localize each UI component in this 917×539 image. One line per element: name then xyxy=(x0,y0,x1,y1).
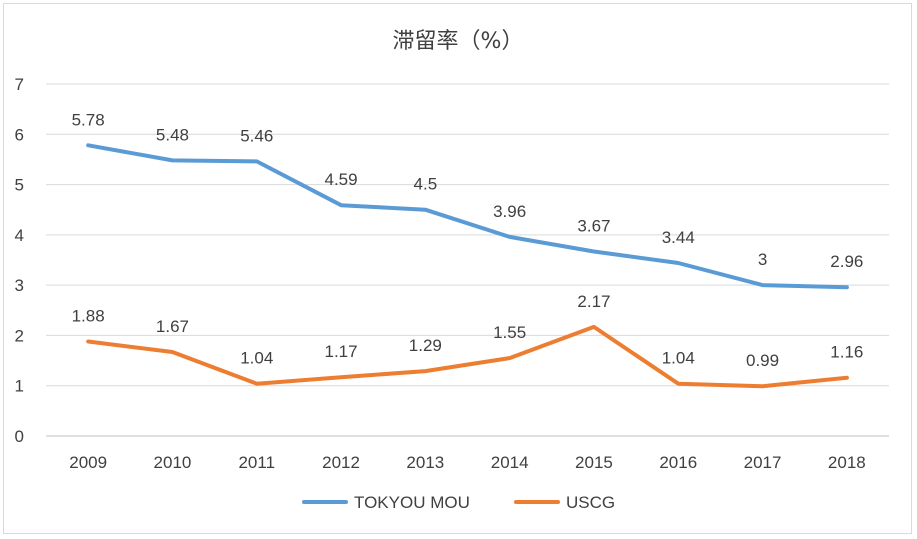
x-tick-label: 2014 xyxy=(491,453,529,472)
y-tick-label: 5 xyxy=(15,176,24,195)
data-label: 2.17 xyxy=(577,292,610,311)
data-label: 1.55 xyxy=(493,323,526,342)
line-chart: 滞留率（%） 0 1 2 3 4 5 6 7 2009 2010 2011 2012 2013 2014… xyxy=(15,29,889,512)
data-label: 4.59 xyxy=(325,170,358,189)
data-label: 3.44 xyxy=(662,228,695,247)
data-labels: 5.78 5.48 5.46 4.59 4.5 3.96 3.67 3.44 3 2.96 1.88… xyxy=(72,110,864,370)
x-tick-label: 2009 xyxy=(69,453,107,472)
x-tick-label: 2015 xyxy=(575,453,613,472)
legend-entry: TOKYOU MOU xyxy=(354,493,470,512)
data-label: 1.88 xyxy=(72,306,105,325)
series-line-tokyou-mou xyxy=(86,143,849,290)
y-tick-label: 0 xyxy=(15,427,24,446)
legend: TOKYOU MOU USCG xyxy=(302,493,615,512)
data-label: 1.67 xyxy=(156,317,189,336)
series-line-uscg xyxy=(86,324,849,389)
x-tick-label: 2013 xyxy=(406,453,444,472)
x-tick-label: 2018 xyxy=(828,453,866,472)
data-label: 3 xyxy=(758,250,767,269)
data-label: 0.99 xyxy=(746,351,779,370)
y-tick-label: 7 xyxy=(15,75,24,94)
x-axis-ticks: 2009 2010 2011 2012 2013 2014 2015 2016 2017 2018 xyxy=(69,453,866,472)
data-label: 1.29 xyxy=(409,336,442,355)
x-tick-label: 2016 xyxy=(659,453,697,472)
x-tick-label: 2017 xyxy=(744,453,782,472)
data-label: 1.16 xyxy=(830,343,863,362)
y-tick-label: 6 xyxy=(15,125,24,144)
x-tick-label: 2011 xyxy=(238,453,275,472)
y-tick-label: 1 xyxy=(15,377,24,396)
chart-frame: 滞留率（%） 0 1 2 3 4 5 6 7 2009 2010 2011 2012 2013 2014… xyxy=(3,3,912,534)
data-label: 4.5 xyxy=(414,175,438,194)
data-label: 5.46 xyxy=(240,126,273,145)
x-tick-label: 2010 xyxy=(154,453,192,472)
data-label: 3.67 xyxy=(577,216,610,235)
gridlines xyxy=(46,83,889,437)
data-label: 2.96 xyxy=(830,252,863,271)
y-tick-label: 4 xyxy=(15,226,24,245)
series-lines xyxy=(86,143,849,389)
data-label: 5.78 xyxy=(72,110,105,129)
data-label: 1.17 xyxy=(325,342,358,361)
data-label: 3.96 xyxy=(493,202,526,221)
y-tick-label: 3 xyxy=(15,276,24,295)
legend-entry: USCG xyxy=(566,493,615,512)
data-label: 1.04 xyxy=(240,349,273,368)
x-tick-label: 2012 xyxy=(322,453,360,472)
y-axis-ticks: 0 1 2 3 4 5 6 7 xyxy=(15,75,24,446)
data-label: 1.04 xyxy=(662,349,695,368)
data-label: 5.48 xyxy=(156,125,189,144)
chart-title: 滞留率（%） xyxy=(393,29,524,54)
y-tick-label: 2 xyxy=(15,326,24,345)
